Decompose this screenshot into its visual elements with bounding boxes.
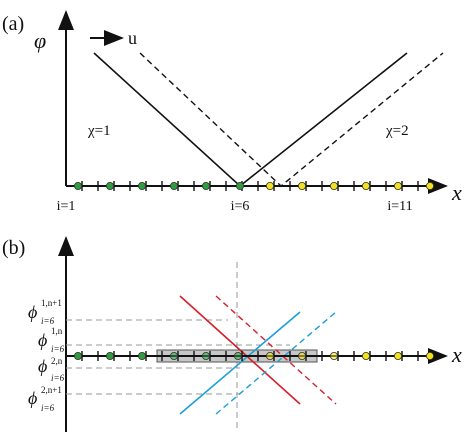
panel-a: (a) φ x u χ=1 χ=2 i=1 i=6 i=11 bbox=[2, 10, 462, 214]
phi-symbol: ϕ bbox=[38, 330, 47, 350]
red-dashed-line bbox=[215, 295, 337, 405]
node-green bbox=[201, 181, 210, 190]
node-yellow bbox=[297, 351, 306, 360]
blue-dashed-line bbox=[215, 311, 337, 415]
phi-superscript: 1,n+1 bbox=[41, 298, 62, 308]
node-green bbox=[201, 351, 210, 360]
node-green bbox=[169, 351, 178, 360]
node-yellow bbox=[329, 351, 338, 360]
phi-subscript: i=6 bbox=[41, 403, 55, 413]
node-green bbox=[137, 181, 146, 190]
node-label-i1: i=1 bbox=[57, 199, 76, 214]
phi-subscript: i=6 bbox=[41, 316, 55, 326]
node-label-i6: i=6 bbox=[231, 199, 250, 214]
node-green bbox=[169, 181, 178, 190]
node-green bbox=[137, 351, 146, 360]
phi-superscript: 2,n bbox=[51, 356, 63, 366]
panel-a-nodes bbox=[74, 181, 434, 190]
phi-symbol: ϕ bbox=[28, 302, 37, 322]
interface-solid-line bbox=[93, 52, 408, 188]
node-label-i11: i=11 bbox=[387, 199, 412, 214]
node-yellow bbox=[361, 181, 370, 190]
node-yellow bbox=[265, 351, 274, 360]
node-green bbox=[233, 351, 242, 360]
node-green bbox=[106, 351, 115, 360]
blue-solid-line bbox=[179, 311, 301, 415]
phi-symbol: ϕ bbox=[38, 356, 47, 376]
node-yellow bbox=[425, 181, 434, 190]
node-green bbox=[74, 181, 83, 190]
panel-b-x-axis-symbol: x bbox=[451, 342, 462, 367]
chi-right-label: χ=2 bbox=[385, 123, 409, 139]
node-yellow bbox=[393, 351, 402, 360]
phi-label-1-n: ϕ 1,n i=6 bbox=[38, 326, 65, 354]
node-yellow bbox=[393, 181, 402, 190]
node-yellow bbox=[297, 181, 306, 190]
phi-subscript: i=6 bbox=[51, 373, 65, 383]
phi-label-2-n1: ϕ 2,n+1 i=6 bbox=[28, 385, 62, 413]
panel-a-y-axis-symbol: φ bbox=[34, 28, 46, 53]
panel-b-label: (b) bbox=[2, 237, 25, 259]
panel-b-nodes bbox=[74, 351, 434, 360]
node-green bbox=[235, 181, 244, 190]
chi-left-label: χ=1 bbox=[87, 123, 111, 139]
velocity-arrow-label: u bbox=[128, 28, 137, 48]
node-yellow bbox=[265, 181, 274, 190]
panel-a-label: (a) bbox=[2, 13, 24, 35]
node-green bbox=[74, 351, 83, 360]
phi-superscript: 1,n bbox=[51, 326, 63, 336]
node-yellow bbox=[329, 181, 338, 190]
panel-a-x-axis-symbol: x bbox=[451, 180, 462, 205]
interface-dashed-line bbox=[139, 52, 444, 187]
panel-b-ticks bbox=[81, 351, 419, 361]
node-green bbox=[106, 181, 115, 190]
panel-b: (b) x ϕ 1,n+1 i=6 ϕ 1,n i=6 bbox=[2, 236, 462, 432]
phi-label-2-n: ϕ 2,n i=6 bbox=[38, 356, 65, 383]
red-solid-line bbox=[179, 295, 301, 405]
phi-subscript: i=6 bbox=[51, 344, 65, 354]
phi-superscript: 2,n+1 bbox=[41, 385, 62, 395]
node-yellow bbox=[425, 351, 434, 360]
phi-label-1-n1: ϕ 1,n+1 i=6 bbox=[28, 298, 62, 326]
phi-symbol: ϕ bbox=[28, 388, 37, 408]
node-yellow bbox=[361, 351, 370, 360]
